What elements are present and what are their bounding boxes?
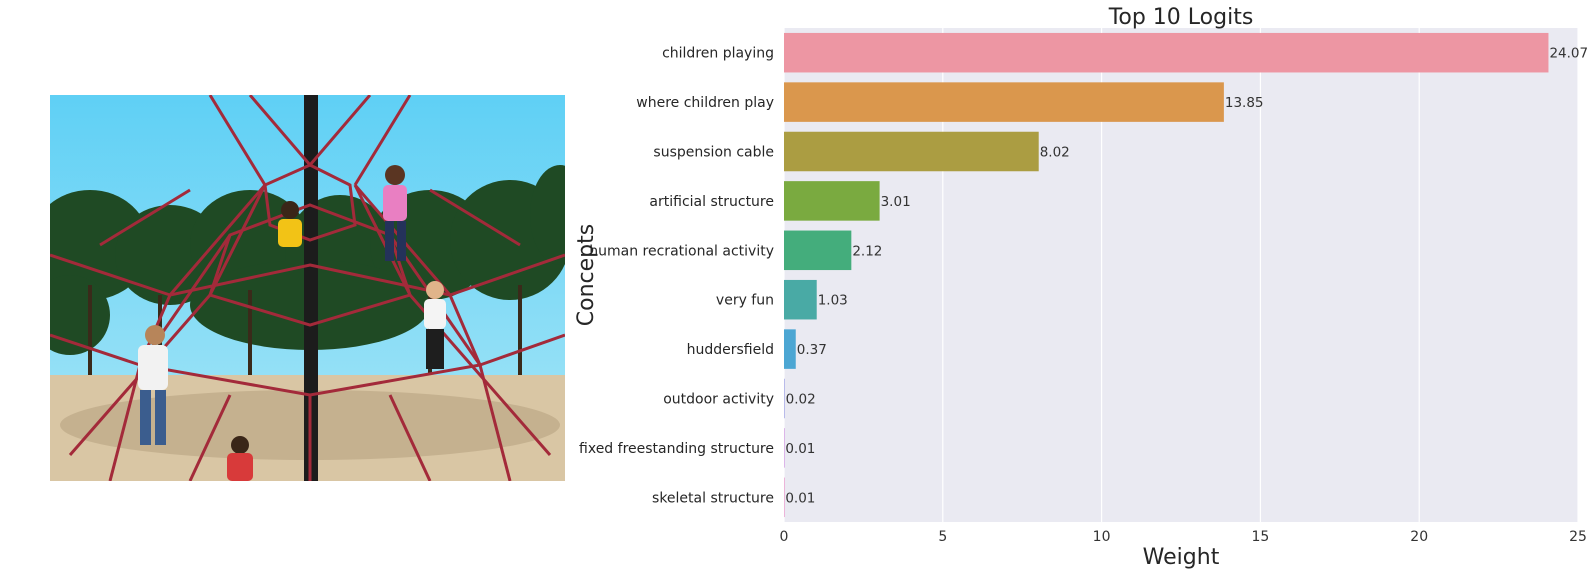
x-tick-label: 20: [1410, 529, 1428, 545]
category-label: children playing: [662, 46, 774, 62]
data-label: 0.01: [785, 441, 815, 457]
bar: [784, 32, 1549, 73]
bar: [784, 131, 1039, 172]
child-white-shirt: [138, 325, 168, 445]
bars: [784, 32, 1549, 518]
child-right-side: [424, 281, 446, 369]
bar: [784, 279, 817, 320]
category-label: outdoor activity: [663, 392, 774, 408]
category-label: huddersfield: [687, 342, 774, 358]
category-label: human recrational activity: [589, 243, 774, 259]
bar: [784, 329, 796, 369]
x-tick-label: 5: [938, 529, 947, 545]
category-label: fixed freestanding structure: [579, 441, 774, 457]
data-label: 0.01: [785, 490, 815, 506]
data-label: 24.07: [1549, 46, 1588, 62]
data-label: 3.01: [881, 194, 911, 210]
bar: [784, 82, 1224, 122]
x-axis-title: Weight: [1143, 545, 1220, 570]
data-label: 13.85: [1225, 95, 1264, 111]
value-labels: 24.07 13.85 8.02 3.01 2.12 1.03 0.37 0.02 0.01 0.…: [785, 46, 1588, 507]
x-tick-labels: 0 5 10 15 20 25: [780, 529, 1587, 545]
category-labels: children playing where children play suspe…: [579, 46, 774, 507]
bar: [784, 378, 785, 419]
data-label: 0.37: [797, 342, 827, 358]
child-red-shirt: [227, 436, 253, 481]
y-axis-title: Concepts: [574, 224, 599, 326]
x-tick-label: 10: [1093, 529, 1111, 545]
x-tick-label: 0: [780, 529, 789, 545]
playground-photo: [50, 95, 565, 481]
bar: [784, 428, 785, 468]
category-label: artificial structure: [649, 194, 774, 210]
bar: [784, 181, 880, 221]
child-yellow-shirt: [278, 201, 302, 247]
x-tick-label: 25: [1569, 529, 1587, 545]
chart-title: Top 10 Logits: [1108, 5, 1254, 30]
data-label: 2.12: [852, 243, 882, 259]
category-label: where children play: [636, 95, 774, 111]
data-label: 1.03: [818, 293, 848, 309]
bar: [784, 230, 852, 271]
data-label: 8.02: [1040, 145, 1070, 161]
child-pink-shirt: [383, 165, 407, 261]
bar: [784, 477, 785, 518]
category-label: suspension cable: [653, 145, 774, 161]
x-tick-label: 15: [1251, 529, 1269, 545]
central-pole: [304, 95, 318, 481]
data-label: 0.02: [786, 392, 816, 408]
category-label: skeletal structure: [652, 490, 774, 506]
category-label: very fun: [716, 293, 774, 309]
